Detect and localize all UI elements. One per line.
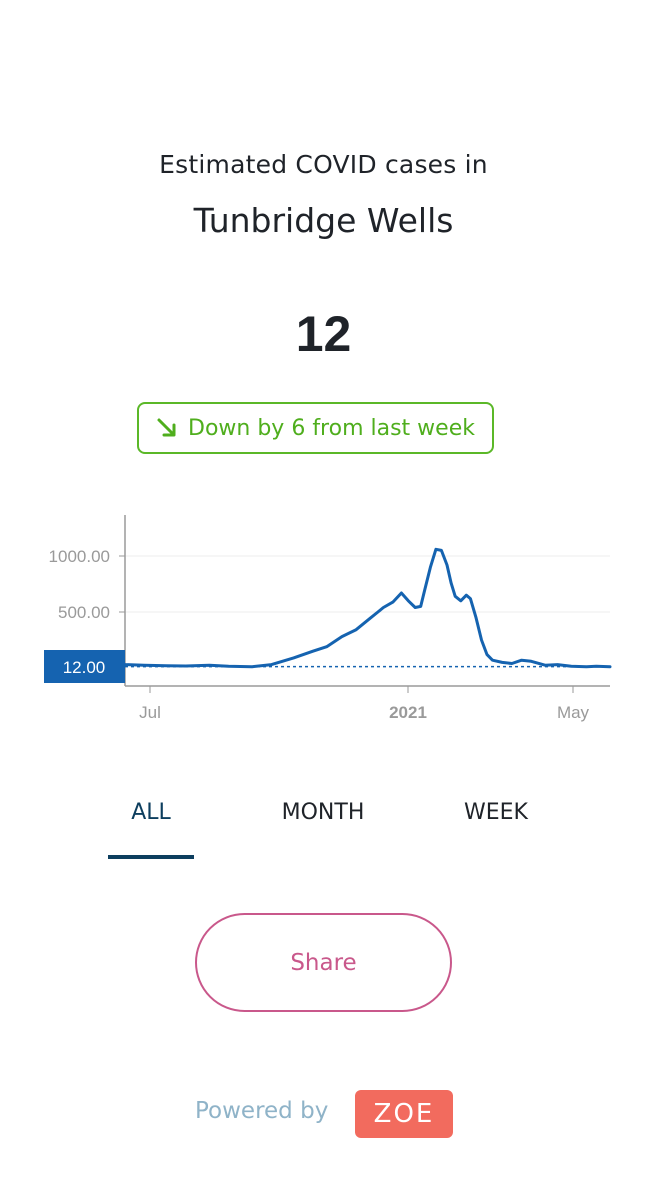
cases-chart: 1000.00 500.00 Jul 2021 May 12.00 — [44, 515, 612, 722]
tab-all[interactable]: ALL — [131, 800, 171, 825]
trend-badge: Down by 6 from last week — [137, 402, 494, 454]
powered-by-label: Powered by — [195, 1098, 329, 1124]
y-tick-label-500: 500.00 — [58, 603, 110, 622]
zoe-logo[interactable]: ZOE — [355, 1090, 453, 1138]
tab-week[interactable]: WEEK — [464, 800, 528, 825]
series-line — [123, 547, 612, 669]
current-value-label: 12.00 — [63, 658, 106, 677]
footer: Powered by ZOE — [0, 1088, 647, 1138]
current-value-marker — [44, 650, 125, 683]
time-range-tabs: ALL MONTH WEEK — [0, 790, 647, 860]
x-tick-label-may: May — [557, 703, 590, 722]
trend-label: Down by 6 from last week — [188, 415, 475, 441]
y-tick-label-1000: 1000.00 — [49, 547, 110, 566]
x-tick-label-jul: Jul — [139, 703, 161, 722]
case-count: 12 — [295, 306, 352, 362]
tab-month[interactable]: MONTH — [281, 800, 365, 825]
arrow-down-right-icon — [156, 417, 178, 439]
x-tick-label-2021: 2021 — [389, 703, 427, 722]
location-title: Tunbridge Wells — [193, 201, 454, 240]
active-tab-indicator — [108, 855, 194, 859]
subtitle: Estimated COVID cases in — [159, 150, 488, 179]
share-button[interactable]: Share — [195, 913, 452, 1012]
